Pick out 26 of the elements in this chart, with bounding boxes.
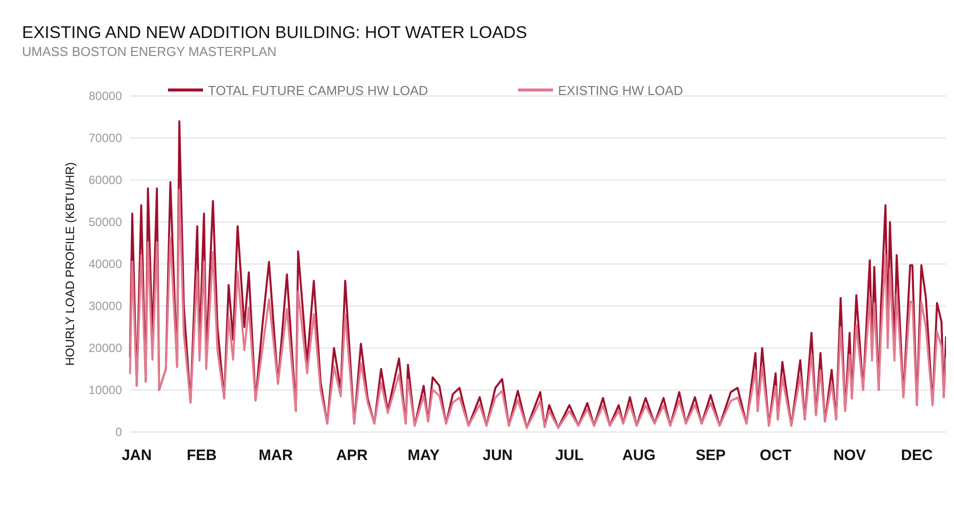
- y-tick-label: 30000: [88, 299, 122, 313]
- x-tick-label: AUG: [622, 447, 656, 464]
- legend-label: TOTAL FUTURE CAMPUS HW LOAD: [208, 83, 428, 98]
- x-tick-label: NOV: [833, 447, 866, 464]
- y-tick-label: 40000: [88, 257, 122, 271]
- x-tick-label: FEB: [186, 447, 217, 464]
- x-tick-label: OCT: [760, 447, 792, 464]
- y-tick-label: 70000: [88, 131, 122, 145]
- x-tick-label: JAN: [122, 447, 152, 464]
- x-tick-label: SEP: [696, 447, 726, 464]
- chart-title: EXISTING AND NEW ADDITION BUILDING: HOT WATER LOADS: [22, 23, 528, 42]
- x-tick-label: DEC: [901, 447, 933, 464]
- x-tick-label: APR: [336, 447, 368, 464]
- y-axis-title: HOURLY LOAD PROFILE (KBTU/HR): [63, 162, 77, 366]
- chart-subtitle: UMASS BOSTON ENERGY MASTERPLAN: [22, 44, 277, 59]
- y-tick-label: 60000: [88, 173, 122, 187]
- y-tick-label: 50000: [88, 215, 122, 229]
- x-tick-label: MAR: [258, 447, 293, 464]
- x-tick-label: MAY: [408, 447, 440, 464]
- x-tick-label: JUN: [482, 447, 513, 464]
- x-tick-label: JUL: [555, 447, 584, 464]
- y-tick-label: 10000: [88, 383, 122, 397]
- y-tick-label: 80000: [88, 89, 122, 103]
- y-tick-label: 0: [115, 425, 122, 439]
- legend-label: EXISTING HW LOAD: [558, 83, 683, 98]
- y-tick-label: 20000: [88, 341, 122, 355]
